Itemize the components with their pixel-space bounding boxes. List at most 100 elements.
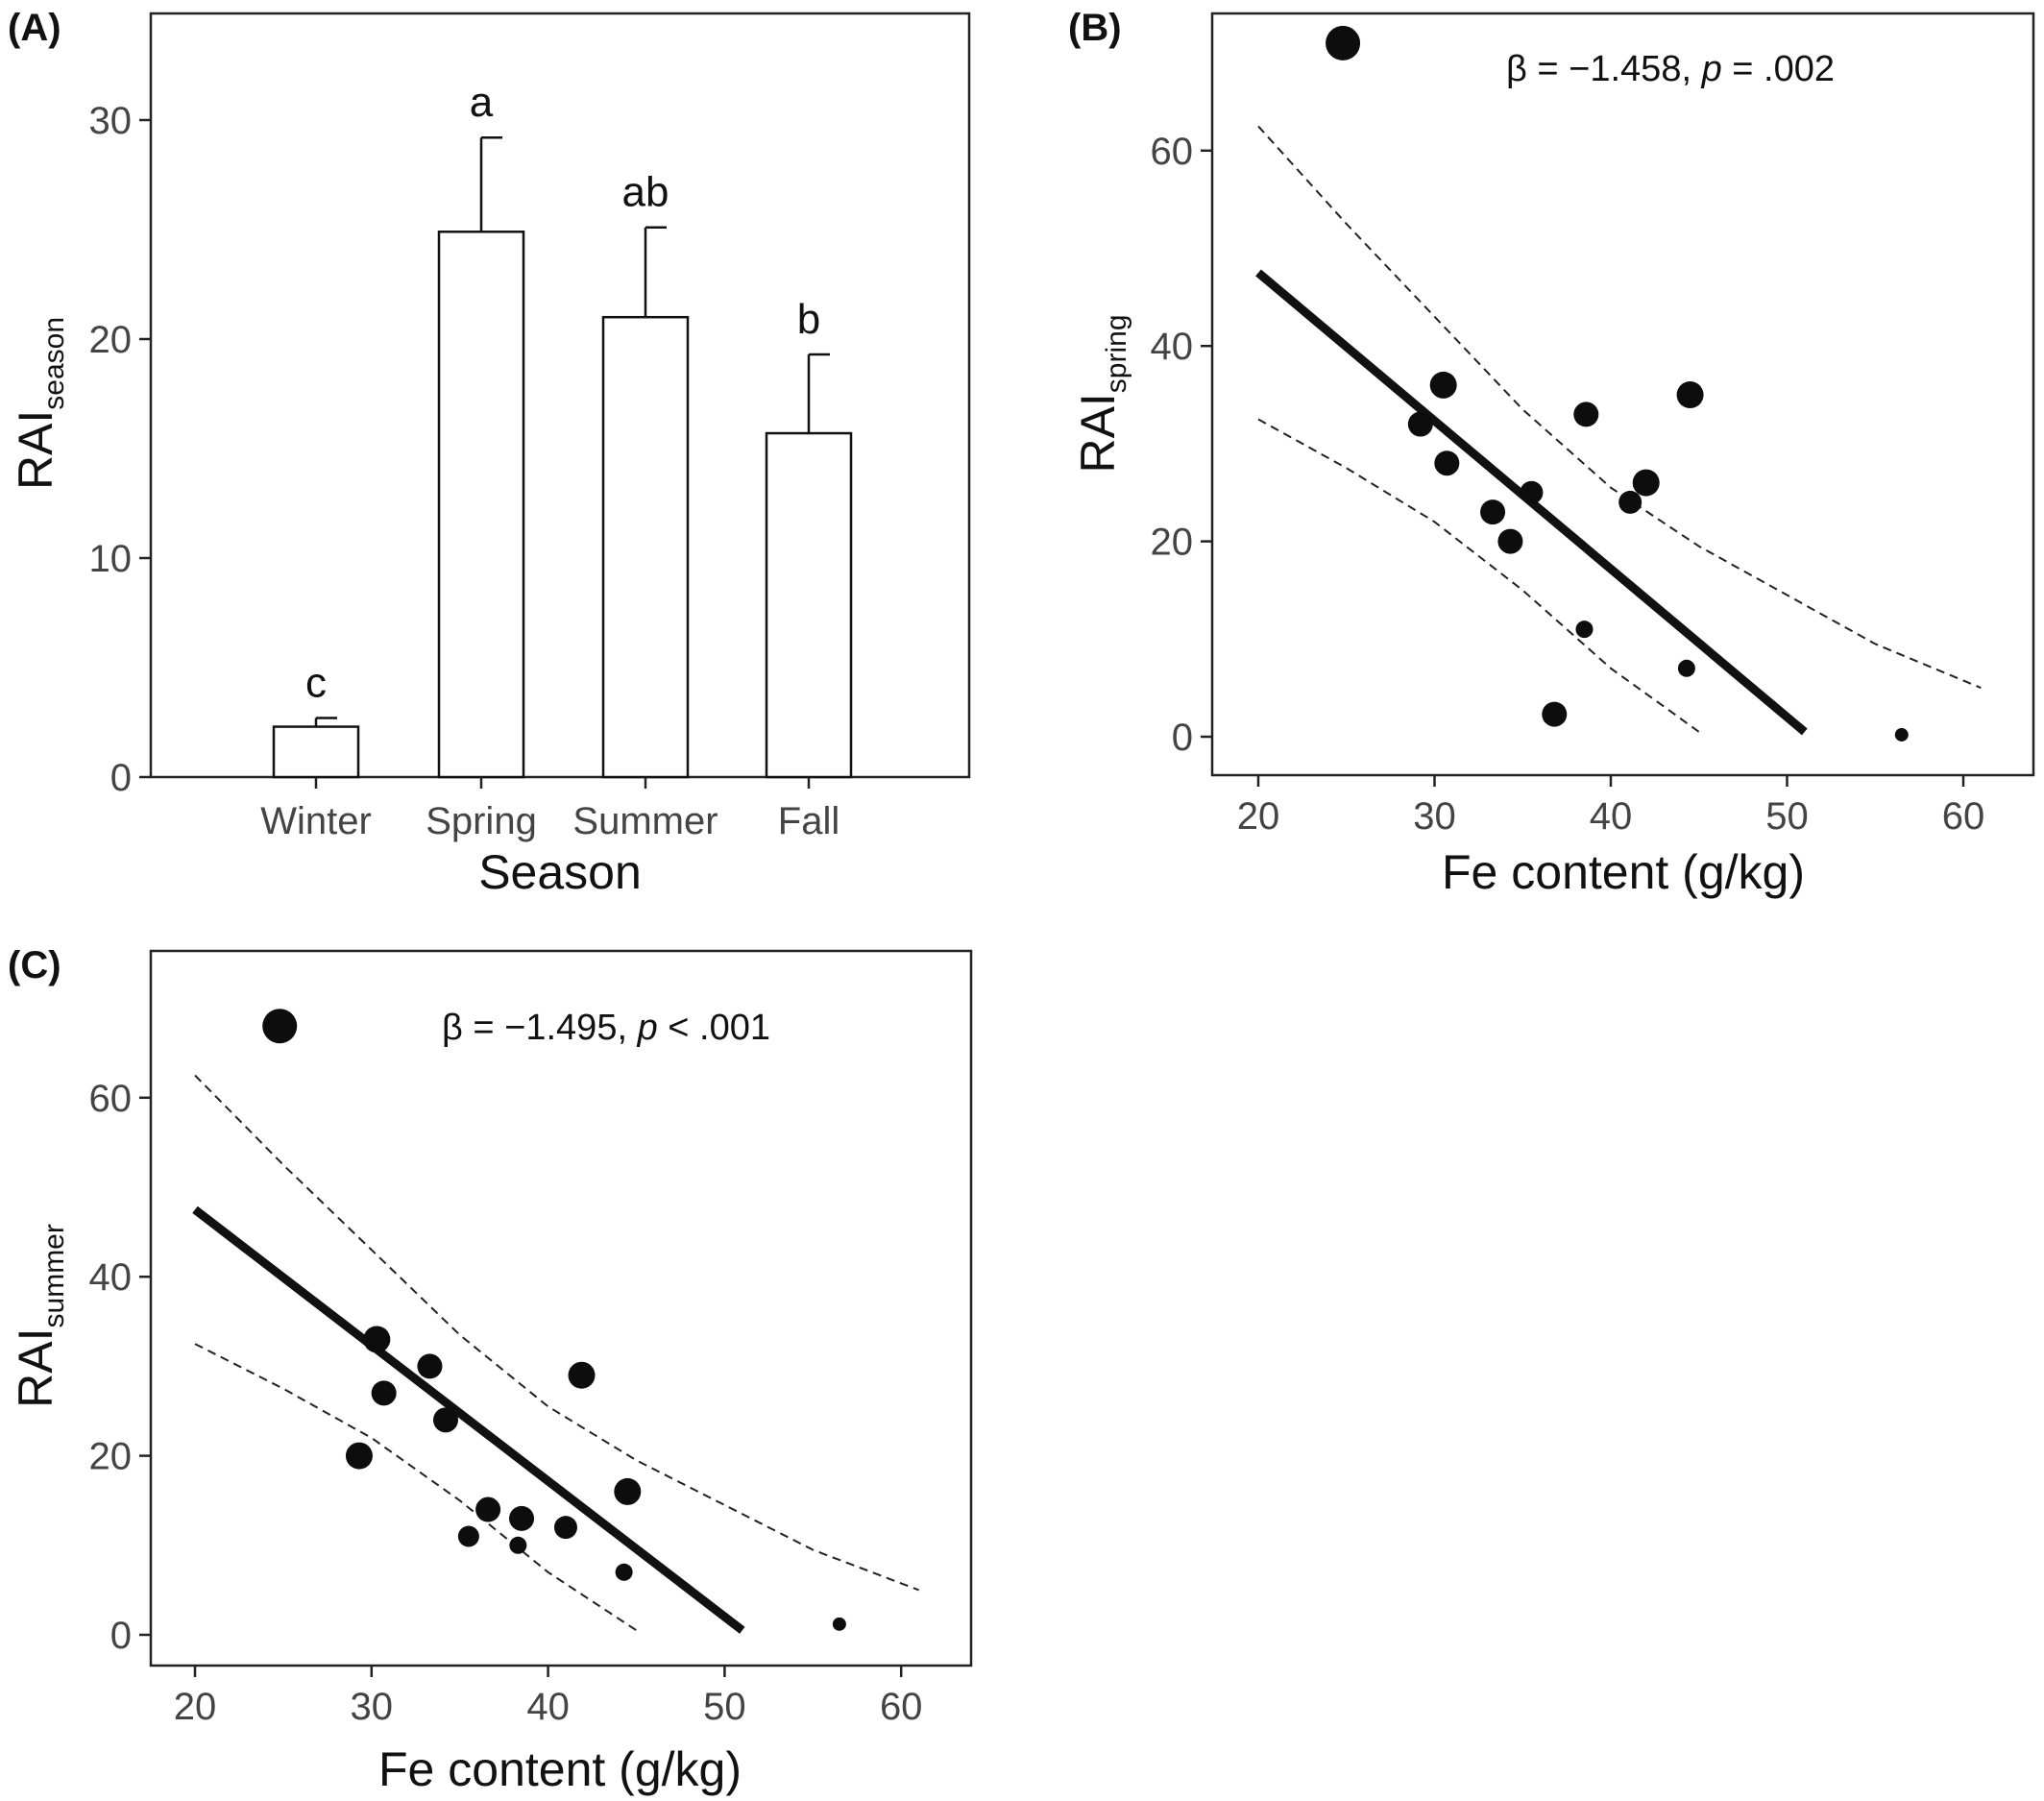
panel-a-x-tick-label-summer: Summer (572, 800, 718, 842)
panel-c-point-15 (832, 1617, 846, 1631)
panel-c-y-axis-title: RAIsummer (9, 1224, 70, 1408)
panel-b-point-13 (1677, 659, 1695, 677)
panel-b-point-14 (1542, 701, 1568, 727)
panel-b-point-5 (1520, 480, 1544, 504)
panel-c-points (262, 1009, 846, 1631)
panel-c-stat-beta: β = −1.495, (442, 1008, 638, 1048)
panel-b-point-7 (1497, 528, 1523, 554)
panel-b-point-8 (1573, 402, 1599, 427)
panel-c-x-ticks: 20 30 40 50 60 (174, 1666, 923, 1728)
panel-b-x-tick-label-60: 60 (1942, 795, 1985, 838)
panel-b-y-axis-title: RAIspring (1071, 314, 1132, 473)
panel-b-ci-lower (1257, 418, 1700, 733)
panel-b-point-15 (1894, 727, 1909, 742)
panel-c-y-tick-label-40: 40 (89, 1256, 133, 1299)
panel-c-ci-lower (194, 1343, 638, 1632)
panel-a-x-ticks: Winter Spring Summer Fall (260, 777, 840, 842)
panel-c-point-10 (509, 1505, 535, 1531)
panel-c-plot-frame (149, 949, 973, 1667)
panel-c-scatter-chart: (C) 0 20 40 60 20 30 40 50 60 β = −1.495, p < .… (8, 944, 973, 1796)
panel-b-y-axis-sub: spring (1101, 314, 1132, 393)
panel-b-y-ticks: 0 20 40 60 (1151, 131, 1212, 759)
panel-a-y-tick-label-10: 10 (89, 538, 133, 580)
panel-c-y-tick-label-60: 60 (89, 1078, 133, 1120)
panel-b-point-6 (1480, 499, 1506, 525)
panel-b-points (1326, 25, 1909, 742)
panel-b-ci-upper (1257, 125, 1982, 690)
panel-a-y-ticks: 0 10 20 30 (89, 100, 151, 799)
panel-b-y-tick-label-40: 40 (1151, 326, 1194, 368)
panel-c-fit-line (192, 1205, 745, 1634)
panel-b-x-ticks: 20 30 40 50 60 (1237, 775, 1985, 838)
svg-text:RAIspring: RAIspring (1071, 314, 1132, 473)
panel-c-point-11 (553, 1516, 577, 1540)
panel-b-label: (B) (1068, 7, 1122, 49)
bar-summer (601, 315, 690, 779)
panel-a-x-axis-title: Season (478, 845, 642, 899)
panel-b-point-1 (1326, 25, 1361, 61)
panel-c-point-8 (614, 1477, 642, 1505)
group-letter-fall: b (797, 296, 820, 343)
panel-c-x-tick-label-20: 20 (174, 1686, 217, 1728)
panel-a-plot-frame (149, 12, 971, 779)
panel-c-ci-upper (194, 1074, 919, 1592)
panel-b-point-4 (1434, 450, 1460, 476)
panel-c-y-axis-sub: summer (38, 1224, 70, 1327)
panel-b-x-tick-label-30: 30 (1413, 795, 1456, 838)
panel-b-stat-p-label: p (1701, 49, 1722, 89)
panel-b-point-3 (1407, 411, 1433, 437)
panel-b-x-tick-label-20: 20 (1237, 795, 1280, 838)
panel-a-bars: c a ab b (272, 79, 853, 779)
panel-b-x-tick-label-40: 40 (1590, 795, 1633, 838)
panel-a-label: (A) (8, 7, 61, 49)
panel-c-point-5 (432, 1407, 458, 1433)
panel-c-point-12 (457, 1525, 479, 1547)
panel-c-label: (C) (8, 944, 61, 986)
panel-c-point-9 (475, 1497, 501, 1522)
panel-c-x-tick-label-30: 30 (351, 1686, 394, 1728)
panel-a-y-tick-label-0: 0 (110, 757, 132, 799)
panel-c-y-tick-label-20: 20 (89, 1436, 133, 1478)
group-letter-winter: c (305, 659, 327, 706)
panel-b-point-11 (1618, 490, 1642, 514)
panel-c-point-1 (262, 1009, 298, 1044)
panel-c-y-ticks: 0 20 40 60 (89, 1078, 151, 1657)
panel-c-x-tick-label-40: 40 (526, 1686, 570, 1728)
panel-c-y-axis-main: RAI (9, 1327, 62, 1407)
bar-spring (437, 231, 525, 779)
panel-a-bar-chart: (A) 0 10 20 30 c a ab b Winter Spring Summer Fall… (8, 7, 971, 899)
panel-b-point-2 (1429, 371, 1457, 399)
panel-b-y-tick-label-0: 0 (1172, 717, 1193, 759)
panel-b-stat-p-value: = .002 (1722, 49, 1835, 89)
panel-b-plot-frame (1210, 12, 2035, 777)
panel-c-x-tick-label-50: 50 (703, 1686, 746, 1728)
panel-c-x-tick-label-60: 60 (880, 1686, 923, 1728)
panel-b-point-12 (1575, 621, 1594, 639)
panel-a-x-tick-label-winter: Winter (260, 800, 372, 842)
panel-c-point-7 (568, 1361, 596, 1389)
panel-a-y-axis-main: RAI (9, 410, 62, 490)
panel-c-point-3 (417, 1353, 443, 1379)
panel-b-y-tick-label-20: 20 (1151, 522, 1194, 564)
panel-b-x-axis-title: Fe content (g/kg) (1442, 845, 1805, 899)
panel-c-point-6 (345, 1442, 373, 1470)
panel-b-regression-lines (1255, 125, 1982, 736)
panel-a-y-axis-sub: season (38, 317, 70, 410)
panel-c-y-tick-label-0: 0 (110, 1615, 132, 1657)
group-letter-spring: a (470, 79, 494, 126)
panel-a-y-tick-label-20: 20 (89, 319, 133, 361)
panel-c-point-4 (371, 1380, 397, 1406)
panel-a-y-axis-title: RAIseason (9, 317, 70, 490)
panel-b-scatter-chart: (B) 0 20 40 60 20 30 40 50 60 β = −1.458, p = .… (1068, 7, 2035, 899)
panel-b-stat-annotation: β = −1.458, p = .002 (1506, 49, 1835, 89)
bar-winter (272, 725, 360, 779)
panel-b-stat-beta: β = −1.458, (1506, 49, 1702, 89)
panel-b-y-tick-label-60: 60 (1151, 131, 1194, 173)
panel-c-x-axis-title: Fe content (g/kg) (378, 1742, 742, 1796)
panel-b-x-tick-label-50: 50 (1765, 795, 1809, 838)
panel-c-stat-p-label: p (637, 1008, 658, 1048)
panel-a-x-tick-label-fall: Fall (778, 800, 840, 842)
panel-c-stat-annotation: β = −1.495, p < .001 (442, 1008, 770, 1048)
group-letter-summer: ab (622, 169, 669, 216)
